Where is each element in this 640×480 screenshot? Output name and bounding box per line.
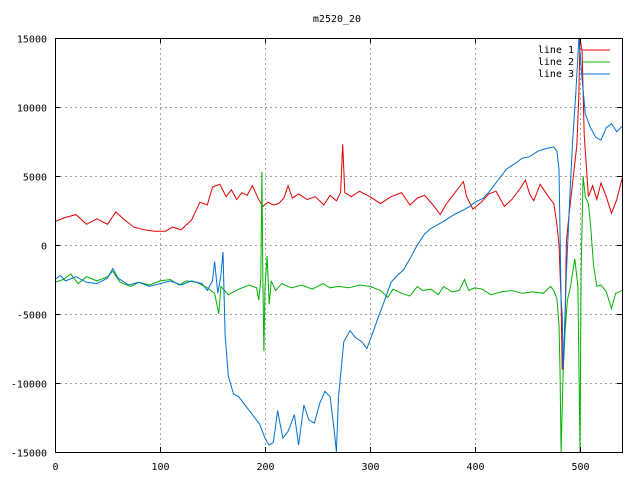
y-tick-label: -15000 xyxy=(11,449,47,460)
chart-title: m2520_20 xyxy=(313,14,361,25)
grid xyxy=(55,38,622,452)
x-tick-label: 500 xyxy=(571,462,589,473)
y-tick-label: 5000 xyxy=(23,173,47,184)
y-tick-label: 15000 xyxy=(17,35,47,46)
series-line-1 xyxy=(55,38,622,370)
x-tick-label: 300 xyxy=(361,462,379,473)
legend-label: line 3 xyxy=(538,69,574,80)
y-tick-label: -10000 xyxy=(11,380,47,391)
series-line-3 xyxy=(55,38,622,452)
y-tick-label: 10000 xyxy=(17,104,47,115)
series-layer xyxy=(55,38,622,452)
x-tick-label: 200 xyxy=(256,462,274,473)
x-tick-label: 0 xyxy=(52,462,58,473)
axis-ticks: 0 100 200 300 400 500 -15000 -10000 -5000 0 5000 10… xyxy=(11,35,622,473)
y-tick-label: 0 xyxy=(41,242,47,253)
legend-label: line 2 xyxy=(538,57,574,68)
legend-label: line 1 xyxy=(538,45,574,56)
y-tick-label: -5000 xyxy=(17,311,47,322)
series-line-2 xyxy=(55,171,622,452)
x-tick-label: 100 xyxy=(151,462,169,473)
x-tick-label: 400 xyxy=(466,462,484,473)
